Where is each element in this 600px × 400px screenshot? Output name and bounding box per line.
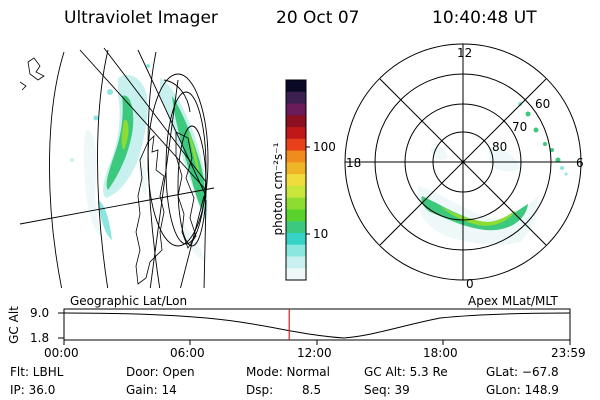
polar-grid <box>344 43 582 281</box>
colorbar <box>285 79 310 281</box>
app-title: Ultraviolet Imager <box>64 8 218 28</box>
colorbar-band <box>286 185 306 199</box>
mlt-label-0: 0 <box>466 277 474 291</box>
altitude-ytick-1-8: 1.8 <box>30 331 50 345</box>
time-label: 10:40:48 UT <box>432 8 537 28</box>
time-tick-2359: 23:59 <box>551 346 586 360</box>
colorbar-tick-label-100: 100 <box>313 140 336 154</box>
colorbar-band <box>286 197 306 211</box>
glon-readout: GLon: 148.9 <box>486 383 559 397</box>
mlt-label-12: 12 <box>457 46 473 60</box>
mlat-label-60: 60 <box>535 97 551 111</box>
colorbar-band <box>286 232 306 246</box>
mlat-label-70: 70 <box>512 120 528 134</box>
time-tick-0000: 00:00 <box>44 346 79 360</box>
seq-readout: Seq: 39 <box>364 383 410 397</box>
glat-readout: GLat: −67.8 <box>486 365 559 379</box>
mlat-label-80: 80 <box>492 140 508 154</box>
colorbar-band <box>286 80 306 93</box>
dsp-label: Dsp: <box>246 383 274 397</box>
altitude-curve <box>63 312 571 339</box>
gain-readout: Gain: 14 <box>126 383 177 397</box>
polar-plot <box>344 43 582 281</box>
mlt-label-18: 18 <box>346 156 362 170</box>
geographic-caption: Geographic Lat/Lon <box>70 294 188 308</box>
colorbar-band <box>286 209 306 222</box>
colorbar-band <box>286 174 306 187</box>
time-tick-1800: 18:00 <box>423 346 458 360</box>
ip-readout: IP: 36.0 <box>10 383 56 397</box>
time-tick-1200: 12:00 <box>297 346 332 360</box>
colorbar-tick-label-10: 10 <box>313 227 329 241</box>
colorbar-band <box>286 91 306 105</box>
polar-caption: Apex MLat/MLT <box>468 294 558 308</box>
colorbar-band <box>286 268 306 281</box>
colorbar-band <box>286 138 306 152</box>
auroral-emission-left <box>70 64 208 262</box>
mlt-label-6: 6 <box>576 156 584 170</box>
filter-readout: Flt: LBHL <box>10 365 64 379</box>
colorbar-band <box>286 244 306 258</box>
time-tick-0600: 06:00 <box>170 346 205 360</box>
colorbar-band <box>286 256 306 269</box>
colorbar-band <box>286 221 306 234</box>
altitude-plot <box>58 308 571 345</box>
colorbar-unit-label: photon cm⁻²s⁻¹ <box>271 142 285 236</box>
gc-alt-axis-label: GC Alt <box>7 306 21 344</box>
colorbar-band <box>286 162 306 175</box>
dsp-value: 8.5 <box>302 383 322 397</box>
colorbar-band <box>286 115 306 128</box>
coastline <box>19 57 197 285</box>
colorbar-band <box>286 127 306 140</box>
geographic-map <box>19 47 215 288</box>
colorbar-band <box>286 103 306 116</box>
colorbar-gradient <box>286 80 306 281</box>
gc-alt-readout: GC Alt: 5.3 Re <box>364 365 448 379</box>
colorbar-band <box>286 150 306 163</box>
latlon-grid <box>19 47 215 288</box>
door-readout: Door: Open <box>126 365 195 379</box>
altitude-ytick-9: 9.0 <box>30 306 50 320</box>
auroral-emission-polar <box>417 102 568 245</box>
date-label: 20 Oct 07 <box>276 8 360 28</box>
mode-readout: Mode: Normal <box>246 365 330 379</box>
